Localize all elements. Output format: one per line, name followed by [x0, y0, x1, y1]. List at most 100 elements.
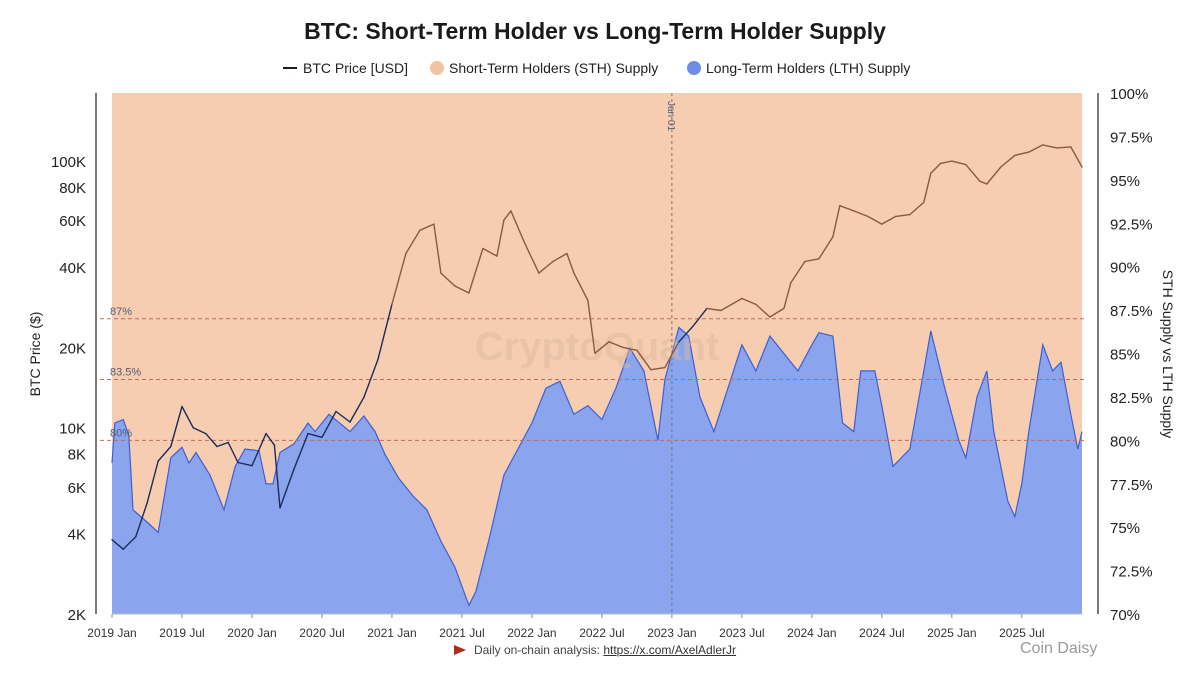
price-line-segment	[839, 204, 855, 212]
left-tick-label: 6K	[68, 480, 86, 497]
price-line-segment	[664, 341, 680, 369]
right-tick-label: 92.5%	[1110, 216, 1153, 233]
right-tick-label: 82.5%	[1110, 390, 1153, 407]
price-line-segment	[909, 201, 925, 216]
x-tick-label: 2021 Jan	[367, 626, 416, 640]
flag-icon	[453, 645, 466, 655]
price-line-segment	[650, 366, 666, 371]
price-line-segment	[363, 358, 379, 398]
footnote-link[interactable]: https://x.com/AxelAdlerJr	[603, 643, 737, 657]
x-tick-label: 2019 Jan	[87, 626, 136, 640]
left-tick-label: 40K	[59, 260, 86, 277]
right-tick-label: 72.5%	[1110, 564, 1153, 581]
price-line-segment	[251, 432, 267, 467]
right-tick-label: 75%	[1110, 520, 1140, 537]
price-line-segment	[755, 303, 771, 318]
price-line-segment	[741, 297, 757, 306]
price-line-segment	[146, 460, 159, 505]
price-line-segment	[552, 252, 568, 263]
legend-dot-sth	[430, 61, 444, 75]
price-line-segment	[804, 258, 820, 263]
price-line-segment	[419, 223, 435, 232]
price-line-segment	[594, 341, 610, 354]
left-tick-label: 4K	[68, 527, 86, 544]
price-line-segment	[1070, 146, 1083, 168]
price-line-segment	[405, 229, 421, 255]
price-line-segment	[335, 410, 351, 423]
price-line-segment	[111, 539, 124, 550]
vertical-marker-label: Jan 01	[665, 101, 676, 131]
price-line-segment	[706, 307, 722, 312]
price-line-segment	[573, 272, 589, 302]
left-tick-label: 100K	[51, 154, 86, 171]
price-line-segment	[433, 223, 442, 274]
legend-label-sth: Short-Term Holders (STH) Supply	[449, 60, 658, 76]
lth-supply-line	[111, 326, 1083, 607]
price-line-segment	[818, 236, 834, 260]
price-line-segment	[181, 405, 194, 429]
price-line-segment	[979, 180, 988, 185]
price-line-segment	[454, 285, 470, 294]
price-line-segment	[273, 444, 281, 509]
right-tick-label: 87.5%	[1110, 303, 1153, 320]
price-line-segment	[122, 536, 137, 550]
price-line-segment	[832, 204, 841, 238]
x-tick-label: 2025 Jul	[999, 626, 1044, 640]
price-line-segment	[349, 396, 365, 423]
footnote-prefix: Daily on-chain analysis:	[473, 643, 600, 657]
price-line-segment	[440, 272, 456, 287]
legend-label-lth: Long-Term Holders (LTH) Supply	[706, 60, 910, 76]
left-tick-label: 10K	[59, 421, 86, 438]
price-line-segment	[587, 299, 596, 354]
price-line-segment	[205, 432, 218, 448]
watermark: CryptoQuant	[475, 325, 719, 369]
price-line-segment	[622, 346, 638, 351]
price-line-segment	[923, 172, 932, 204]
price-line-segment	[503, 210, 512, 221]
right-tick-label: 77.5%	[1110, 477, 1153, 494]
price-line-segment	[678, 325, 694, 343]
price-line-segment	[867, 215, 883, 225]
price-line-segment	[496, 219, 505, 257]
price-line-segment	[135, 502, 148, 538]
price-line-segment	[265, 432, 276, 446]
price-line-segment	[930, 162, 942, 175]
left-tick-label: 2K	[68, 607, 86, 624]
price-line-segment	[468, 247, 484, 294]
x-tick-label: 2022 Jan	[507, 626, 556, 640]
price-line-segment	[636, 349, 652, 371]
right-tick-label: 80%	[1110, 433, 1140, 450]
price-line-segment	[279, 468, 295, 509]
x-tick-label: 2022 Jul	[579, 626, 624, 640]
left-tick-label: 20K	[59, 340, 86, 357]
price-line-segment	[965, 163, 981, 182]
x-tick-label: 2019 Jul	[159, 626, 204, 640]
x-tick-label: 2020 Jan	[227, 626, 276, 640]
price-line-segment	[293, 432, 309, 470]
price-line-segment	[510, 210, 526, 245]
price-line-segment	[1014, 151, 1030, 157]
legend-label-price: BTC Price [USD]	[303, 60, 408, 76]
price-line-segment	[538, 260, 554, 274]
price-line-segment	[227, 441, 239, 464]
reference-label: 83.5%	[110, 367, 141, 379]
x-tick-label: 2023 Jul	[719, 626, 764, 640]
left-tick-label: 8K	[68, 446, 86, 463]
price-line-segment	[307, 432, 323, 438]
price-line-segment	[608, 341, 624, 349]
left-tick-label: 60K	[59, 213, 86, 230]
price-line-segment	[881, 215, 897, 225]
x-tick-label: 2021 Jul	[439, 626, 484, 640]
price-line-segment	[720, 297, 743, 312]
chart-title: BTC: Short-Term Holder vs Long-Term Hold…	[304, 18, 886, 44]
price-line-segment	[391, 252, 407, 306]
reference-label: 80%	[110, 427, 132, 439]
price-line-segment	[170, 405, 183, 448]
price-line-segment	[986, 166, 1002, 185]
price-line-segment	[1056, 146, 1072, 149]
x-tick-label: 2020 Jul	[299, 626, 344, 640]
right-tick-label: 97.5%	[1110, 129, 1153, 146]
price-line-segment	[192, 427, 207, 435]
price-line-segment	[216, 441, 229, 448]
